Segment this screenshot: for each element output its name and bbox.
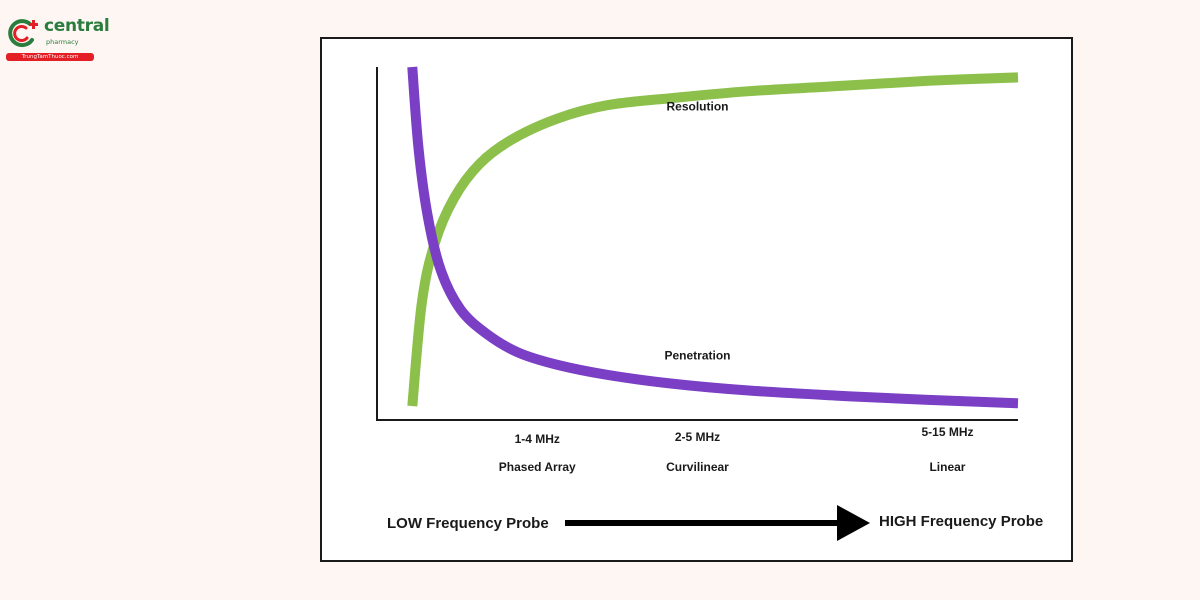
probe-label-curvilinear: Curvilinear [666,460,729,474]
chart-frame: Resolution Penetration 1-4 MHz Phased Ar… [320,37,1073,562]
resolution-label: Resolution [667,99,729,113]
frequency-chart: Resolution Penetration 1-4 MHz Phased Ar… [376,66,1043,541]
high-frequency-label: HIGH Frequency Probe [879,513,1043,530]
series-penetration-line [407,66,1019,409]
logo-name: central [44,16,110,36]
logo-mark-icon [8,19,38,48]
probe-label-phased-array: Phased Array [499,460,576,474]
low-frequency-label: LOW Frequency Probe [387,515,549,532]
frequency-label-phased-array: 1-4 MHz [515,432,560,446]
central-pharmacy-logo: central pharmacy TrungTamThuoc.com [6,16,110,62]
frequency-label-curvilinear: 2-5 MHz [675,430,720,444]
frequency-label-linear: 5-15 MHz [921,425,973,439]
logo-subtitle: pharmacy [46,38,79,46]
logo-website: TrungTamThuoc.com [6,53,94,61]
frequency-arrow-head-icon [837,505,870,541]
probe-label-linear: Linear [929,460,965,474]
penetration-label: Penetration [664,348,730,362]
